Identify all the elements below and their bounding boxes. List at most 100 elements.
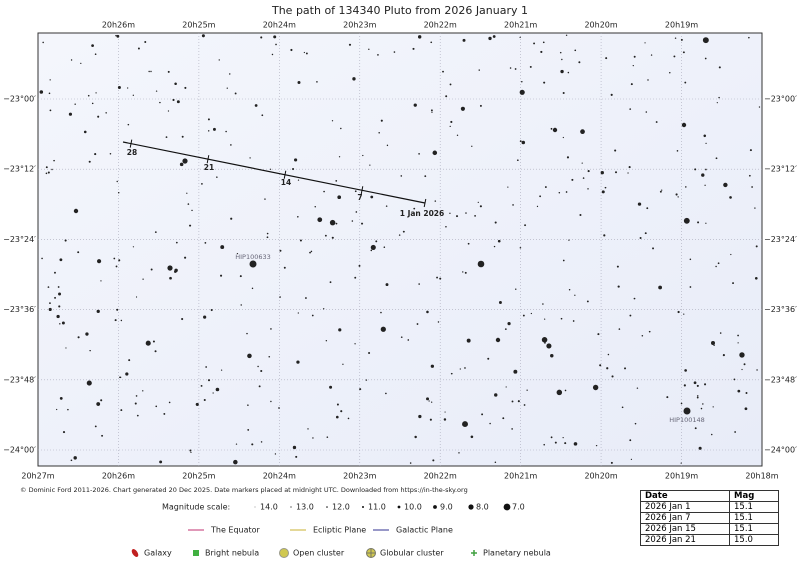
star	[370, 195, 374, 199]
star	[543, 81, 546, 84]
star	[517, 400, 520, 403]
star	[711, 341, 715, 345]
star	[636, 387, 639, 389]
star	[326, 436, 329, 438]
star	[694, 427, 697, 430]
globular-cross	[366, 548, 376, 558]
ra-label: 20h20m	[584, 472, 617, 481]
star	[380, 311, 382, 314]
star	[610, 461, 613, 464]
star	[719, 332, 722, 334]
star	[639, 236, 642, 239]
star	[337, 195, 342, 200]
star	[737, 334, 739, 337]
star	[249, 260, 257, 268]
star	[47, 171, 50, 174]
star	[645, 111, 648, 113]
star	[338, 328, 342, 332]
star	[519, 89, 525, 95]
star	[310, 250, 313, 253]
dec-label: −24°00′	[764, 446, 797, 455]
star	[434, 200, 437, 202]
star	[168, 401, 171, 404]
star	[574, 49, 577, 52]
star	[586, 300, 589, 303]
star	[511, 428, 513, 430]
star	[407, 339, 410, 341]
star	[755, 245, 758, 248]
star	[290, 48, 293, 52]
star	[378, 131, 380, 134]
star	[466, 338, 471, 343]
star	[524, 224, 527, 227]
star	[522, 314, 525, 317]
date-tick	[283, 170, 287, 179]
star	[751, 186, 753, 188]
star	[70, 459, 73, 462]
star	[629, 314, 632, 317]
star	[605, 57, 608, 60]
star	[614, 149, 617, 152]
star	[296, 360, 300, 364]
star	[715, 157, 718, 160]
star	[375, 240, 378, 243]
date-tick	[360, 186, 364, 195]
star	[521, 80, 523, 83]
star	[150, 70, 152, 73]
star	[380, 326, 386, 332]
star	[648, 330, 651, 333]
star	[175, 241, 178, 244]
star	[661, 189, 663, 191]
star	[347, 417, 350, 420]
table-cell: 2026 Jan 15	[640, 523, 730, 535]
star	[754, 207, 756, 209]
star	[646, 207, 649, 210]
star	[358, 264, 361, 267]
star	[428, 400, 430, 402]
star	[705, 222, 707, 224]
star	[96, 309, 100, 313]
star	[189, 449, 192, 452]
star	[477, 201, 479, 203]
star	[362, 154, 364, 157]
star	[377, 54, 379, 56]
star	[627, 172, 629, 174]
star	[562, 437, 564, 439]
star	[587, 170, 590, 173]
star	[470, 435, 474, 439]
star	[368, 352, 371, 355]
legend-text: Galaxy	[144, 549, 172, 558]
star	[233, 459, 238, 465]
star	[459, 368, 461, 370]
date-tick	[206, 155, 210, 164]
star	[587, 188, 589, 190]
star	[494, 393, 498, 397]
star	[413, 103, 417, 107]
star	[100, 399, 103, 402]
star	[113, 257, 116, 260]
table-cell: 2026 Jan 21	[640, 534, 730, 546]
star	[680, 402, 683, 405]
star	[456, 215, 459, 218]
star	[498, 301, 502, 304]
star	[530, 312, 532, 315]
star	[260, 36, 263, 39]
star	[637, 202, 642, 206]
star	[464, 271, 467, 274]
star	[279, 296, 281, 298]
star	[462, 421, 468, 428]
star	[154, 231, 157, 233]
header-cell: Date	[640, 490, 730, 502]
star	[581, 162, 583, 164]
star	[212, 127, 216, 131]
star	[120, 409, 123, 412]
star	[494, 221, 497, 224]
star	[47, 286, 50, 288]
star	[77, 336, 80, 339]
star	[669, 72, 671, 74]
legend-text: Planetary nebula	[483, 549, 551, 558]
magnitude-label: Magnitude scale:	[162, 503, 230, 512]
star	[96, 402, 101, 406]
star	[429, 418, 432, 421]
star	[465, 212, 467, 214]
